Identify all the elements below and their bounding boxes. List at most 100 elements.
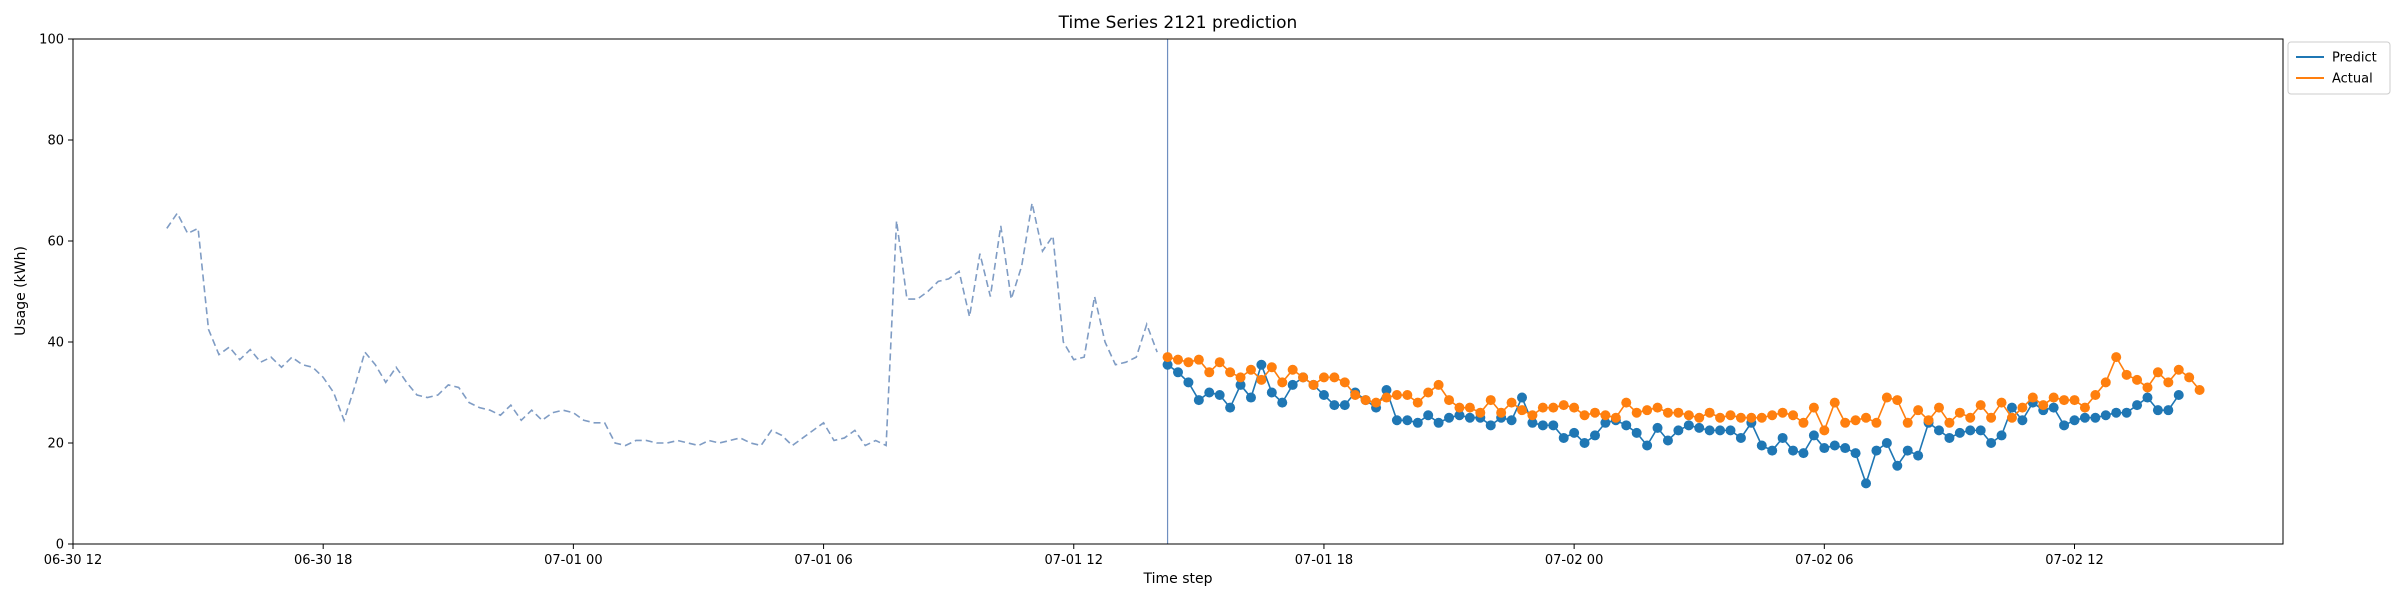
- actual-point: [2017, 402, 2028, 413]
- predict-point: [1683, 420, 1694, 431]
- predict-point: [1600, 417, 1611, 428]
- axes: 0 20 40 60 80 100 06-30 12 06-30 18 07-01 00 07-0…: [39, 33, 2104, 569]
- predict-point: [2079, 412, 2090, 423]
- actual-point: [1767, 410, 1778, 421]
- predict-point: [1537, 420, 1548, 431]
- actual-point: [1954, 407, 1965, 418]
- x-tick-label: 07-02 00: [1545, 553, 1603, 568]
- actual-point: [1475, 407, 1486, 418]
- actual-point: [1485, 395, 1496, 406]
- actual-point: [1412, 397, 1423, 408]
- y-tick-label: 40: [47, 336, 64, 351]
- actual-point: [1433, 379, 1444, 390]
- predict-point: [1589, 430, 1600, 441]
- predict-point: [1183, 377, 1194, 388]
- actual-point: [1214, 357, 1225, 368]
- x-tick-label: 07-01 00: [544, 553, 602, 568]
- actual-point: [1683, 410, 1694, 421]
- predict-point: [1193, 395, 1204, 406]
- predict-point: [1829, 440, 1840, 451]
- predict-point: [1840, 443, 1851, 454]
- actual-point: [2111, 352, 2122, 363]
- predict-point: [1892, 460, 1903, 471]
- actual-point: [1986, 412, 1997, 423]
- actual-point: [1423, 387, 1434, 398]
- predict-point: [1329, 400, 1340, 411]
- actual-point: [1329, 372, 1340, 383]
- actual-point: [1610, 412, 1621, 423]
- predict-point: [1819, 443, 1830, 454]
- predict-point: [1517, 392, 1528, 403]
- predict-point: [2017, 415, 2028, 426]
- predict-point: [1788, 445, 1799, 456]
- actual-point: [1537, 402, 1548, 413]
- actual-point: [1225, 367, 1236, 378]
- y-axis-label: Usage (kWh): [13, 246, 29, 336]
- actual-point: [1517, 405, 1528, 416]
- plot-area: [166, 39, 2205, 544]
- actual-point: [2142, 382, 2153, 393]
- predict-point: [1756, 440, 1767, 451]
- predict-point: [2090, 412, 2101, 423]
- x-axis-label: Time step: [1143, 571, 1213, 587]
- predict-point: [1162, 359, 1173, 370]
- actual-point: [1673, 407, 1684, 418]
- predict-point: [1933, 425, 1944, 436]
- actual-point: [1798, 417, 1809, 428]
- predict-point: [2006, 402, 2017, 413]
- actual-point: [1881, 392, 1892, 403]
- actual-point: [1631, 407, 1642, 418]
- actual-point: [1871, 417, 1882, 428]
- predict-point: [1996, 430, 2007, 441]
- actual-point: [1287, 364, 1298, 375]
- actual-point: [1371, 397, 1382, 408]
- predict-point: [1266, 387, 1277, 398]
- predict-point: [1277, 397, 1288, 408]
- actual-point: [1527, 410, 1538, 421]
- actual-point: [1183, 357, 1194, 368]
- actual-point: [1735, 412, 1746, 423]
- predict-point: [1694, 422, 1705, 433]
- y-tick-label: 60: [47, 235, 64, 250]
- actual-point: [2059, 395, 2070, 406]
- predict-point: [2069, 415, 2080, 426]
- actual-point: [2194, 384, 2205, 395]
- predict-point: [1287, 379, 1298, 390]
- actual-point: [1579, 410, 1590, 421]
- actual-point: [1944, 417, 1955, 428]
- predict-point: [1652, 422, 1663, 433]
- actual-point: [1162, 352, 1173, 363]
- actual-point: [1360, 395, 1371, 406]
- predict-point: [1527, 417, 1538, 428]
- actual-point: [1245, 364, 1256, 375]
- actual-point: [1902, 417, 1913, 428]
- actual-point: [1444, 395, 1455, 406]
- predict-point: [1850, 448, 1861, 459]
- actual-point: [1725, 410, 1736, 421]
- predict-point: [1902, 445, 1913, 456]
- predict-point: [2111, 407, 2122, 418]
- predict-point: [1965, 425, 1976, 436]
- actual-point: [1746, 412, 1757, 423]
- actual-point: [2006, 412, 2017, 423]
- actual-point: [2163, 377, 2174, 388]
- actual-point: [1861, 412, 1872, 423]
- actual-point: [1548, 402, 1559, 413]
- y-tick-label: 0: [56, 538, 64, 553]
- predict-point: [1881, 438, 1892, 448]
- predict-point: [1412, 417, 1423, 428]
- actual-point: [1996, 397, 2007, 408]
- predict-point: [1579, 438, 1590, 448]
- predict-point: [2132, 400, 2143, 411]
- predict-point: [1423, 410, 1434, 421]
- predict-point: [1548, 420, 1559, 431]
- actual-point: [2038, 400, 2049, 411]
- actual-legend-label: Actual: [2332, 72, 2373, 87]
- predict-point: [2059, 420, 2070, 431]
- actual-point: [1266, 362, 1277, 373]
- actual-point: [1662, 407, 1673, 418]
- actual-point: [1933, 402, 1944, 413]
- predict-point: [1798, 448, 1809, 459]
